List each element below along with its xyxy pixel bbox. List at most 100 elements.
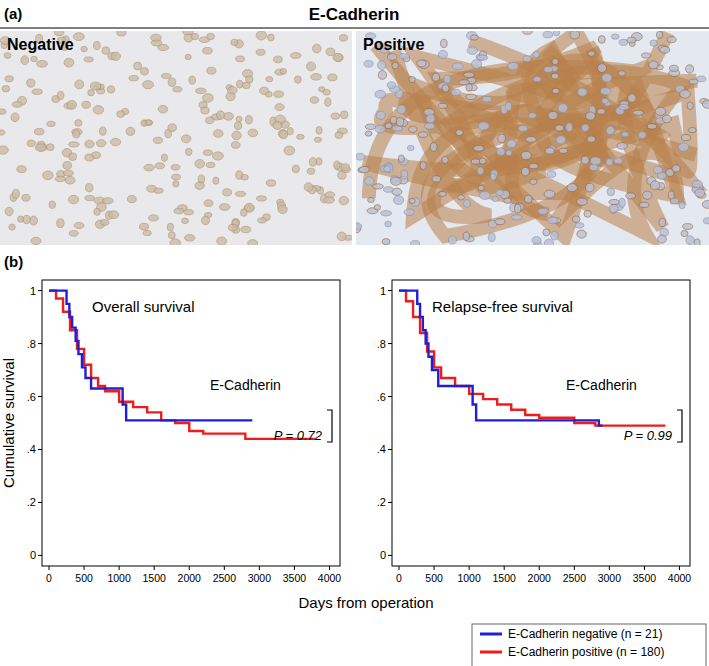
x-tick (224, 566, 225, 570)
y-tick (388, 449, 392, 450)
cell-nucleus (519, 126, 528, 132)
cell-nucleus (191, 33, 199, 39)
x-tick (644, 566, 645, 570)
cell-nucleus (490, 173, 496, 180)
cell-nucleus (0, 130, 5, 135)
y-tick (38, 290, 42, 291)
cell-nucleus (387, 54, 397, 61)
cell-nucleus (93, 41, 100, 49)
y-tick-label: .8 (377, 338, 386, 350)
cell-nucleus (236, 116, 242, 122)
cell-nucleus (609, 204, 618, 213)
cell-nucleus (556, 136, 566, 144)
cell-nucleus (314, 137, 321, 142)
km-chart: 0.2.4.6.81050010001500200025003000350040… (377, 280, 692, 584)
cell-nucleus (241, 226, 251, 232)
y-axis-label: Cumulative survival (0, 358, 17, 488)
legend-box (472, 624, 706, 666)
cell-nucleus (478, 122, 489, 130)
cell-nucleus (167, 223, 173, 231)
legend: E-Cadherin negative (n = 21)E-Cadherin p… (472, 624, 706, 666)
cell-nucleus (256, 196, 266, 201)
cell-nucleus (21, 56, 29, 65)
cell-nucleus (467, 47, 477, 55)
cell-nucleus (4, 53, 11, 59)
cell-nucleus (658, 235, 667, 243)
cell-nucleus (140, 67, 148, 75)
cell-nucleus (203, 94, 214, 103)
cell-nucleus (148, 215, 158, 221)
cell-nucleus (600, 88, 611, 95)
cell-nucleus (63, 170, 73, 176)
cell-nucleus (551, 231, 559, 240)
cell-nucleus (681, 230, 688, 236)
cell-nucleus (452, 63, 463, 70)
y-tick-label: .2 (27, 496, 36, 508)
cell-nucleus (558, 104, 568, 113)
cell-nucleus (143, 230, 151, 235)
cell-nucleus (473, 145, 484, 151)
cell-nucleus (85, 184, 93, 192)
cell-nucleus (69, 230, 78, 236)
cell-nucleus (94, 208, 101, 215)
cell-nucleus (392, 126, 402, 131)
cell-nucleus (335, 132, 343, 139)
cell-nucleus (399, 54, 409, 59)
cell-nucleus (195, 88, 206, 94)
bracket (327, 410, 332, 442)
cell-nucleus (158, 105, 167, 113)
cell-nucleus (287, 128, 293, 135)
cell-nucleus (88, 89, 95, 95)
cell-nucleus (686, 65, 694, 74)
cell-nucleus (207, 33, 215, 39)
cell-nucleus (54, 31, 64, 36)
cell-nucleus (439, 191, 447, 196)
cell-nucleus (694, 239, 700, 245)
cell-nucleus (552, 58, 559, 64)
cell-nucleus (529, 113, 537, 119)
cell-nucleus (339, 196, 349, 204)
cell-nucleus (356, 153, 365, 160)
cell-nucleus (392, 62, 399, 69)
cell-nucleus (85, 154, 94, 161)
cell-nucleus (420, 162, 426, 170)
cell-nucleus (524, 195, 532, 203)
cell-nucleus (236, 80, 242, 88)
y-tick-label: 0 (30, 549, 36, 561)
cell-nucleus (34, 128, 44, 134)
cell-nucleus (633, 110, 644, 115)
cell-nucleus (246, 76, 253, 84)
cell-nucleus (376, 111, 385, 119)
cell-nucleus (206, 117, 214, 124)
cell-nucleus (586, 112, 596, 120)
ihc-image (356, 31, 709, 245)
cell-nucleus (161, 74, 171, 79)
cell-nucleus (280, 130, 288, 138)
cell-nucleus (316, 127, 322, 135)
cell-nucleus (548, 111, 558, 119)
cell-nucleus (375, 90, 386, 98)
cell-nucleus (383, 187, 393, 192)
cell-nucleus (417, 60, 426, 67)
cell-nucleus (448, 236, 456, 244)
y-tick-label: 1 (30, 285, 36, 297)
y-tick (388, 502, 392, 503)
cell-nucleus (324, 197, 335, 203)
cell-nucleus (387, 82, 395, 89)
cell-nucleus (544, 239, 553, 245)
cell-nucleus (496, 189, 504, 195)
cell-nucleus (609, 199, 620, 204)
cell-nucleus (611, 34, 619, 39)
cell-nucleus (669, 65, 678, 71)
cell-nucleus (521, 151, 531, 160)
cell-nucleus (134, 62, 142, 70)
cell-nucleus (639, 202, 649, 207)
cell-nucleus (341, 111, 348, 119)
y-tick (38, 449, 42, 450)
cell-nucleus (508, 62, 519, 70)
cell-nucleus (146, 120, 152, 125)
cell-nucleus (259, 87, 268, 94)
cell-nucleus (47, 144, 55, 151)
cell-nucleus (67, 100, 77, 109)
y-tick (38, 396, 42, 397)
